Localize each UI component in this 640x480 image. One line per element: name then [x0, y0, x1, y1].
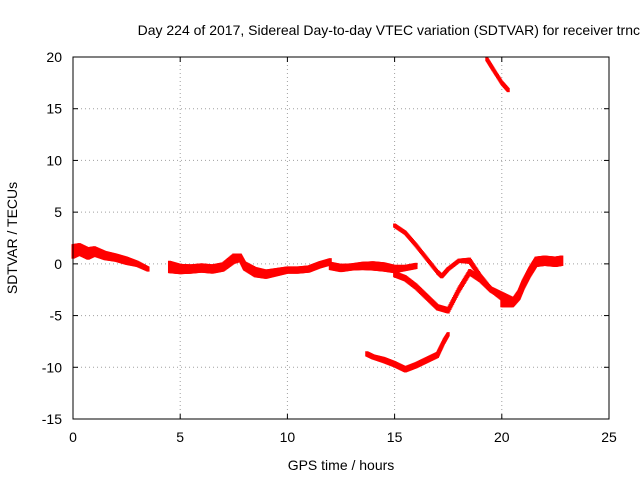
series-arc-8: [500, 255, 564, 308]
x-tick-label: 10: [280, 429, 296, 445]
x-axis-label: GPS time / hours: [288, 457, 395, 473]
series-arc-6: [365, 332, 450, 373]
x-tick-label: 0: [69, 429, 77, 445]
ticks: [72, 56, 610, 420]
x-tick-label: 25: [601, 429, 617, 445]
series-arc-7: [485, 57, 510, 93]
y-axis-label: SDTVAR / TECUs: [4, 182, 20, 294]
tick-labels: 0 5 10 15 20 25 -15 -10 -5 0 5 10 15 20: [42, 49, 617, 445]
y-tick-label: -10: [42, 359, 62, 375]
data-layer: [71, 57, 564, 373]
y-tick-label: 0: [54, 256, 62, 272]
y-tick-label: 10: [46, 152, 62, 168]
plot-frame: [72, 56, 610, 420]
y-tick-label: -15: [42, 411, 62, 427]
y-tick-label: 5: [54, 204, 62, 220]
x-tick-label: 5: [176, 429, 184, 445]
y-tick-label: -5: [50, 308, 63, 324]
x-tick-label: 15: [387, 429, 403, 445]
chart-title: Day 224 of 2017, Sidereal Day-to-day VTE…: [138, 22, 640, 38]
x-tick-label: 20: [494, 429, 510, 445]
y-tick-label: 20: [46, 49, 62, 65]
y-tick-label: 15: [46, 101, 62, 117]
series-arc-3: [328, 261, 418, 274]
series-arc-2: [167, 253, 332, 279]
